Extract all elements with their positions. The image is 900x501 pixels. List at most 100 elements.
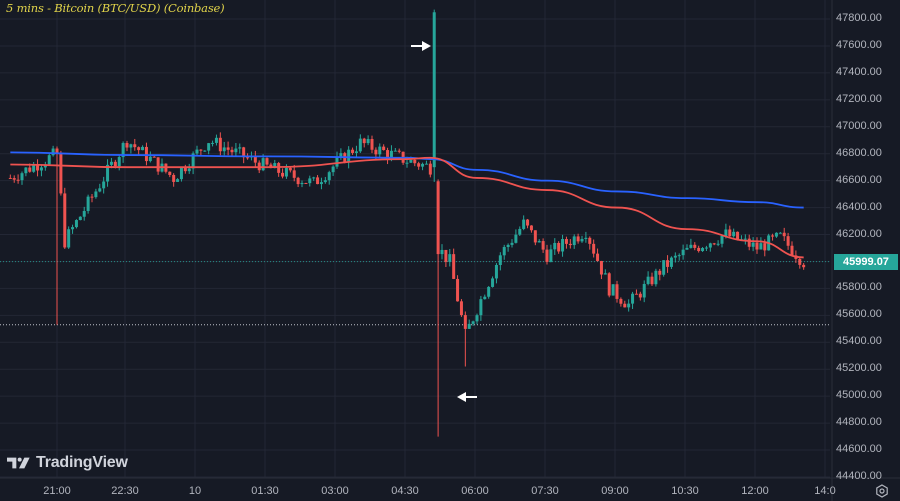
candle-up: [603, 273, 607, 275]
price-axis-label: 45800.00: [836, 281, 882, 294]
candle-up: [129, 144, 133, 148]
candle-up: [537, 241, 541, 243]
candle-down: [218, 137, 222, 152]
candle-up: [409, 159, 413, 163]
candle-up: [467, 323, 471, 329]
candle-down: [658, 270, 662, 275]
price-axis-label: 45000.00: [836, 389, 882, 402]
candle-up: [117, 157, 121, 167]
candle-up: [518, 228, 522, 235]
candle-up: [284, 167, 288, 177]
candle-up: [179, 167, 183, 180]
time-axis-label: 12:00: [741, 485, 769, 497]
candle-up: [549, 249, 553, 262]
candle-up: [300, 182, 304, 185]
candle-up: [347, 149, 351, 163]
candle-down: [156, 157, 160, 172]
time-axis-label: 21:00: [43, 485, 71, 497]
candle-up: [327, 172, 331, 181]
candle-up: [354, 151, 358, 153]
candle-down: [541, 241, 545, 250]
candle-up: [689, 244, 693, 248]
candle-up: [774, 232, 778, 237]
candle-down: [763, 243, 767, 251]
candle-down: [288, 167, 292, 171]
candle-up: [20, 173, 24, 181]
candle-up: [273, 163, 277, 169]
candle-down: [755, 242, 759, 250]
candle-down: [736, 231, 740, 240]
candle-up: [580, 238, 584, 242]
time-axis-label: 06:00: [461, 485, 489, 497]
candle-down: [782, 232, 786, 237]
candle-down: [693, 244, 697, 248]
candle-up: [323, 180, 327, 183]
tradingview-logo[interactable]: TradingView: [7, 454, 128, 472]
candle-up: [424, 163, 428, 165]
candle-down: [712, 243, 716, 245]
candle-up: [393, 150, 397, 152]
candle-down: [362, 138, 366, 144]
candle-down: [304, 182, 308, 184]
candle-up: [331, 166, 335, 173]
time-axis-label: 10:30: [671, 485, 699, 497]
candle-down: [168, 171, 172, 175]
candle-up: [389, 150, 393, 159]
candle-down: [786, 236, 790, 246]
candle-down: [144, 146, 148, 162]
candle-down: [265, 158, 269, 165]
candle-up: [39, 167, 43, 171]
candle-down: [802, 264, 806, 268]
candle-down: [12, 178, 16, 180]
candle-down: [59, 153, 63, 194]
candle-up: [148, 156, 152, 162]
candle-up: [339, 153, 343, 158]
candle-up: [759, 243, 763, 250]
candle-down: [463, 315, 467, 329]
time-axis-label: 10: [188, 485, 202, 497]
candle-up: [642, 283, 646, 298]
price-axis-label: 46800.00: [836, 146, 882, 159]
candle-up: [214, 137, 218, 143]
candle-up: [510, 242, 514, 245]
candle-up: [222, 147, 226, 152]
price-axis-label: 47400.00: [836, 65, 882, 78]
candle-up: [627, 303, 631, 308]
candle-up: [646, 276, 650, 284]
time-axis-label: 03:00: [321, 485, 349, 497]
candle-down: [417, 163, 421, 167]
moving-average-slow: [10, 151, 804, 209]
candle-up: [238, 147, 242, 149]
candle-down: [351, 149, 355, 153]
chart-title: 5 mins - Bitcoin (BTC/USD) (Coinbase): [6, 1, 225, 15]
tradingview-logo-icon: [7, 457, 30, 469]
current-price-label: 45999.07: [834, 253, 898, 270]
candle-down: [16, 179, 20, 181]
candle-down: [615, 284, 619, 299]
candle-up: [514, 234, 518, 243]
candle-down: [386, 150, 390, 159]
candle-down: [747, 238, 751, 247]
candle-down: [382, 146, 386, 151]
candle-up: [487, 286, 491, 297]
settings-gear-icon[interactable]: [875, 484, 889, 498]
candle-down: [226, 147, 230, 150]
candle-up: [662, 260, 666, 275]
candle-up: [704, 247, 708, 249]
price-axis-label: 46200.00: [836, 227, 882, 240]
candle-down: [137, 147, 141, 151]
candle-down: [619, 298, 623, 304]
candle-down: [296, 177, 300, 185]
candle-up: [308, 178, 312, 184]
annotation-arrow-right-icon: [411, 41, 431, 51]
candle-up: [211, 142, 215, 144]
annotation-arrow-left-icon: [457, 392, 477, 402]
candle-up: [724, 229, 728, 236]
candle-up: [701, 248, 705, 252]
candle-up: [32, 164, 36, 172]
candle-up: [195, 149, 199, 154]
candle-up: [681, 249, 685, 256]
candle-down: [526, 219, 530, 226]
